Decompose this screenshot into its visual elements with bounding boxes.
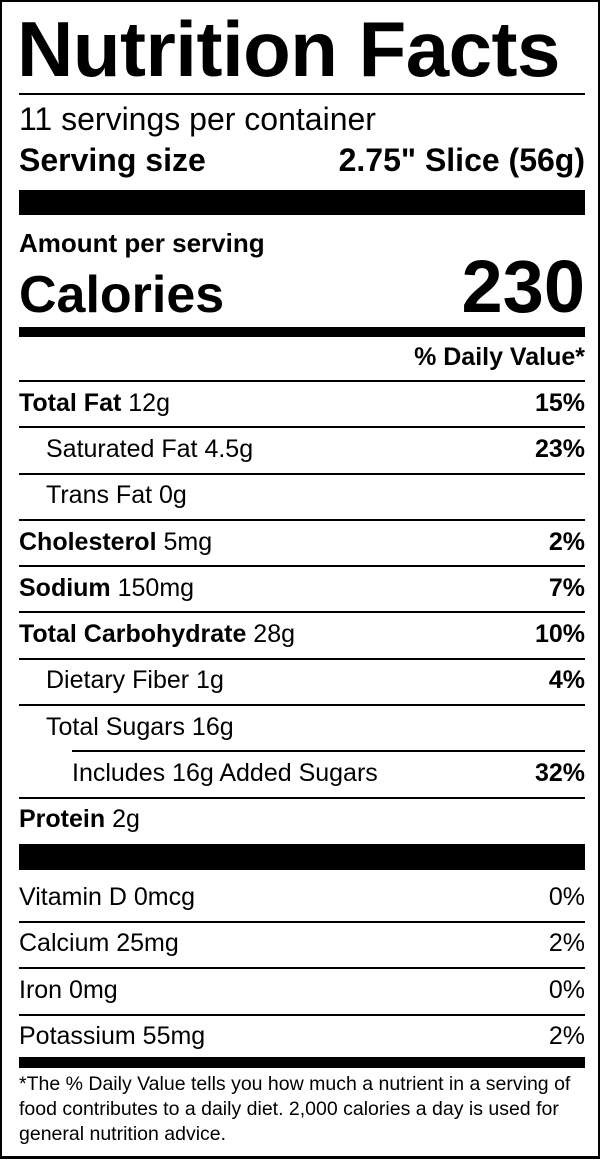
footnote: *The % Daily Value tells you how much a … (19, 1073, 571, 1145)
vitamin-label: Potassium 55mg (19, 1022, 205, 1051)
nutrient-name: Total Sugars (46, 712, 185, 741)
servings-per-container: 11 servings per container (19, 101, 376, 137)
nutrient-label: Total Sugars 16g (19, 713, 234, 742)
row-divider (19, 704, 585, 707)
nutrient-amount: 28g (253, 620, 296, 649)
thick-divider (19, 190, 585, 215)
nutrient-label: Includes 16g Added Sugars (19, 759, 378, 788)
nutrient-name: Includes 16g Added Sugars (72, 759, 378, 788)
nutrient-row: Total Sugars 16g (19, 704, 585, 750)
nutrient-label: Cholesterol 5mg (19, 528, 212, 557)
row-divider (19, 426, 585, 429)
calories-value: 230 (461, 245, 585, 328)
nutrient-amount: 0g (159, 481, 187, 510)
vitamin-name: Calcium (19, 929, 110, 958)
row-divider (19, 518, 585, 521)
divider (19, 93, 585, 95)
nutrient-amount: 150mg (117, 573, 195, 602)
label-title: Nutrition Facts (17, 5, 560, 93)
serving-size: Serving size 2.75" Slice (56g) (19, 140, 585, 180)
row-divider (19, 967, 585, 969)
calories-label: Calories (19, 266, 225, 324)
row-divider (72, 750, 585, 753)
nutrient-row: Saturated Fat 4.5g 23% (19, 426, 585, 472)
row-divider (19, 796, 585, 799)
nutrient-row: Dietary Fiber 1g 4% (19, 657, 585, 704)
nutrient-name: Total Fat (19, 388, 122, 417)
nutrient-row: Includes 16g Added Sugars 32% (19, 750, 585, 796)
serving-size-label: Serving size (19, 142, 206, 178)
nutrient-amount: 5mg (163, 527, 213, 556)
row-divider (19, 1013, 585, 1016)
daily-value-header: % Daily Value* (414, 343, 585, 371)
nutrient-daily-value: 4% (548, 666, 585, 695)
row-divider (19, 657, 585, 660)
vitamin-row: Iron 0mg 0% (19, 967, 585, 1014)
nutrient-name: Trans Fat (46, 481, 153, 510)
row-divider (19, 611, 585, 614)
vitamin-name: Vitamin D (19, 882, 127, 911)
nutrient-name: Sodium (19, 573, 111, 602)
vitamin-name: Iron (19, 975, 63, 1004)
amount-per-serving: Amount per serving (19, 228, 265, 258)
nutrient-name: Dietary Fiber (46, 666, 190, 695)
nutrient-daily-value: 7% (548, 573, 585, 602)
calories-row: Calories 230 (19, 250, 585, 332)
nutrient-daily-value: 15% (534, 388, 585, 417)
nutrient-label: Trans Fat 0g (19, 481, 187, 510)
nutrient-daily-value: 10% (534, 620, 585, 649)
vitamin-amount: 0mcg (133, 882, 196, 911)
vitamin-daily-value: 2% (548, 1022, 585, 1051)
nutrient-list: Total Fat 12g 15% Saturated Fat 4.5g 23%… (19, 380, 585, 843)
vitamin-label: Iron 0mg (19, 976, 118, 1005)
row-divider (19, 565, 585, 568)
nutrient-amount: 16g (191, 712, 234, 741)
vitamin-label: Calcium 25mg (19, 929, 179, 958)
nutrient-label: Sodium 150mg (19, 574, 194, 603)
nutrient-daily-value: 2% (548, 527, 585, 556)
nutrient-amount: 1g (196, 666, 224, 695)
medium-divider (19, 327, 585, 337)
nutrient-row: Total Fat 12g 15% (19, 380, 585, 426)
nutrient-label: Protein 2g (19, 805, 140, 834)
nutrient-name: Cholesterol (19, 527, 157, 556)
vitamin-row: Vitamin D 0mcg 0% (19, 874, 585, 921)
vitamin-name: Potassium (19, 1022, 136, 1051)
nutrient-label: Dietary Fiber 1g (19, 666, 224, 695)
nutrient-daily-value: 23% (534, 434, 585, 463)
thick-divider (19, 844, 585, 870)
row-divider (19, 472, 585, 475)
medium-divider (19, 1057, 585, 1068)
row-divider (19, 380, 585, 382)
vitamin-amount: 25mg (116, 929, 179, 958)
nutrient-name: Saturated Fat (46, 434, 198, 463)
serving-size-value: 2.75" Slice (56g) (338, 142, 585, 178)
nutrient-row: Sodium 150mg 7% (19, 565, 585, 611)
vitamin-amount: 55mg (142, 1022, 206, 1051)
vitamin-list: Vitamin D 0mcg 0% Calcium 25mg 2% Iron 0… (19, 874, 585, 1060)
nutrient-amount: 4.5g (204, 434, 254, 463)
nutrient-row: Protein 2g (19, 796, 585, 843)
vitamin-label: Vitamin D 0mcg (19, 883, 195, 912)
nutrient-label: Total Carbohydrate 28g (19, 620, 295, 649)
row-divider (19, 920, 585, 923)
nutrient-amount: 12g (128, 388, 170, 417)
vitamin-row: Calcium 25mg 2% (19, 920, 585, 968)
nutrient-amount: 2g (112, 805, 140, 834)
vitamin-daily-value: 2% (548, 929, 585, 958)
nutrient-row: Total Carbohydrate 28g 10% (19, 611, 585, 657)
vitamin-row: Potassium 55mg 2% (19, 1013, 585, 1061)
vitamin-amount: 0mg (69, 975, 118, 1004)
vitamin-daily-value: 0% (548, 882, 585, 911)
nutrient-row: Trans Fat 0g (19, 472, 585, 519)
vitamin-daily-value: 0% (548, 975, 585, 1004)
nutrient-daily-value: 32% (534, 759, 585, 788)
nutrient-row: Cholesterol 5mg 2% (19, 518, 585, 565)
nutrient-name: Total Carbohydrate (19, 620, 247, 649)
nutrient-name: Protein (19, 805, 106, 834)
nutrient-label: Saturated Fat 4.5g (19, 435, 253, 464)
nutrient-label: Total Fat 12g (19, 389, 170, 418)
